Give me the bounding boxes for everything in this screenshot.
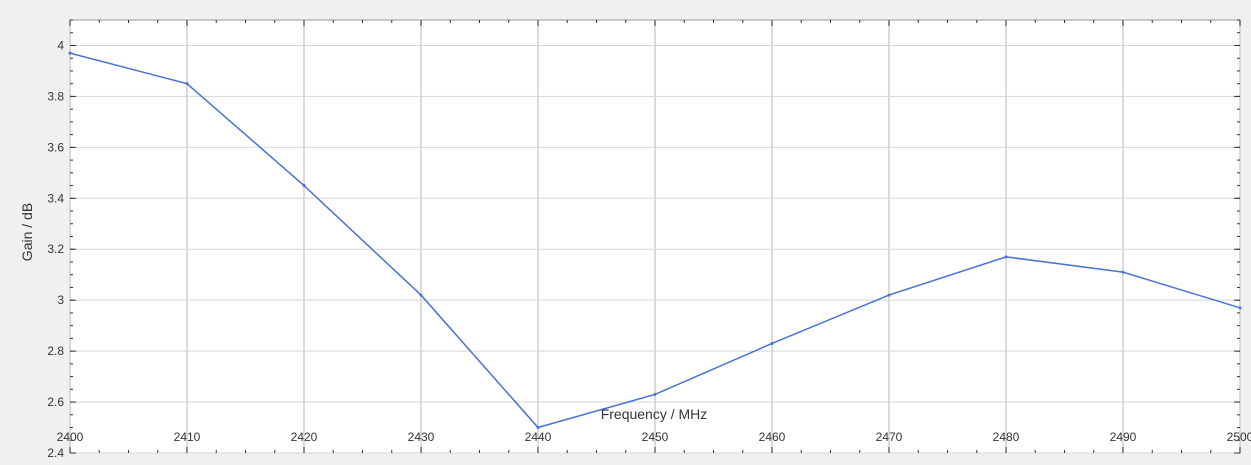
x-tick-label: 2440 <box>525 430 552 444</box>
data-point <box>68 51 72 55</box>
x-tick-label: 2420 <box>291 430 318 444</box>
x-tick-label: 2450 <box>642 430 669 444</box>
x-tick-label: 2480 <box>993 430 1020 444</box>
data-point <box>302 184 306 188</box>
y-tick-label: 3.6 <box>47 140 64 154</box>
x-tick-label: 2490 <box>1110 430 1137 444</box>
y-tick-label: 2.4 <box>47 446 64 460</box>
y-tick-label: 3.8 <box>47 89 64 103</box>
x-tick-label: 2410 <box>174 430 201 444</box>
y-axis-title: Gain / dB <box>19 203 35 261</box>
y-tick-label: 3.4 <box>47 191 64 205</box>
data-point <box>653 392 657 396</box>
data-point <box>1004 255 1008 259</box>
y-tick-label: 3.2 <box>47 242 64 256</box>
grid <box>69 20 1241 454</box>
data-point <box>419 293 423 297</box>
y-tick-label: 4 <box>57 38 64 52</box>
x-tick-label: 2430 <box>408 430 435 444</box>
y-tick-label: 3 <box>57 293 64 307</box>
x-axis-title: Frequency / MHz <box>601 406 708 422</box>
data-point <box>887 293 891 297</box>
y-tick-label: 2.6 <box>47 395 64 409</box>
x-tick-label: 2400 <box>57 430 84 444</box>
data-point <box>536 426 540 430</box>
x-tick-label: 2460 <box>759 430 786 444</box>
series <box>68 51 1242 430</box>
x-tick-label: 2470 <box>876 430 903 444</box>
tick-labels: 2400 2410 2420 2430 2440 2450 2460 2470 2480 2490… <box>47 38 1251 460</box>
x-tick-label: 2500 <box>1227 430 1251 444</box>
data-point <box>185 82 189 86</box>
y-tick-label: 2.8 <box>47 344 64 358</box>
data-point <box>1238 306 1242 310</box>
data-point <box>1121 270 1125 274</box>
data-point <box>770 341 774 345</box>
ticks <box>69 19 1241 454</box>
